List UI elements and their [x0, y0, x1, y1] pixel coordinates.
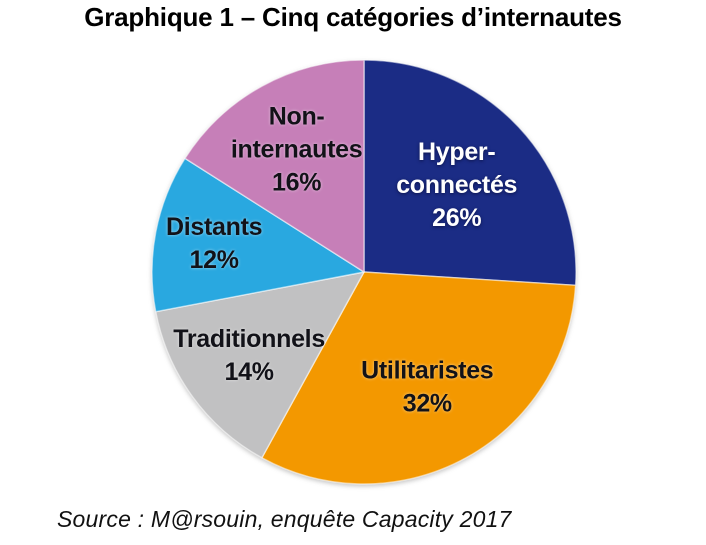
pie-slice-5: [184, 59, 365, 273]
chart-title: Graphique 1 – Cinq catégories d’internau…: [84, 2, 622, 32]
pie-slice-3: [155, 271, 365, 459]
pie-slice-4: [151, 157, 365, 313]
pie-slice-2: [261, 271, 577, 485]
source-caption: Source : M@rsouin, enquête Capacity 2017: [57, 506, 512, 532]
pie-slice-1: [363, 59, 577, 287]
